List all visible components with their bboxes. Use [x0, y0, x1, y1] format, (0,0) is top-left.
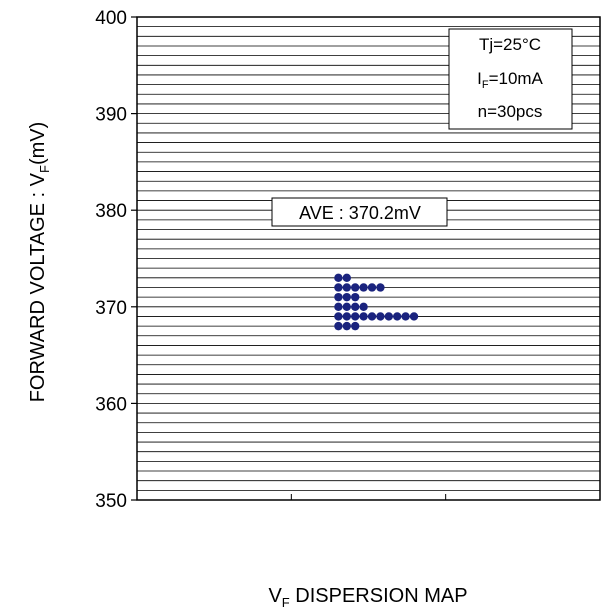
data-point	[351, 283, 360, 292]
data-point	[393, 312, 402, 321]
data-point	[376, 283, 385, 292]
data-point	[409, 312, 419, 321]
data-point	[342, 302, 352, 311]
data-point	[342, 273, 352, 283]
data-point	[351, 321, 360, 331]
data-point	[342, 283, 352, 292]
y-tick-label: 380	[95, 201, 127, 222]
data-point	[342, 312, 352, 321]
data-point	[351, 312, 360, 321]
y-tick-label: 390	[95, 105, 127, 126]
y-axis: 350 360 370 380 390 400	[95, 8, 137, 512]
data-points	[334, 273, 419, 331]
data-point	[334, 292, 343, 302]
data-point	[351, 302, 360, 311]
data-point	[334, 273, 343, 283]
data-point	[334, 312, 343, 321]
data-point	[359, 283, 368, 292]
x-axis-ticks	[290, 494, 447, 500]
data-point	[384, 312, 394, 321]
data-point	[367, 312, 377, 321]
x-axis-label: VF DISPERSION MAP	[268, 585, 467, 609]
y-tick-label: 370	[95, 298, 127, 319]
y-tick-label: 360	[95, 394, 127, 415]
y-tick-label: 400	[95, 8, 127, 29]
data-point	[342, 292, 352, 302]
plot-area	[136, 16, 601, 501]
condition-n: n=30pcs	[478, 102, 543, 121]
data-point	[342, 321, 352, 331]
average-label: AVE : 370.2mV	[299, 203, 421, 223]
data-point	[367, 283, 377, 292]
data-point	[376, 312, 385, 321]
condition-tj: Tj=25°C	[479, 35, 541, 54]
data-point	[334, 283, 343, 292]
data-point	[359, 312, 368, 321]
condition-if: IF=10mA	[477, 69, 543, 91]
data-point	[351, 292, 360, 302]
data-point	[401, 312, 410, 321]
data-point	[334, 302, 343, 311]
data-point	[334, 321, 343, 331]
y-axis-label: FORWARD VOLTAGE : VF(mV)	[27, 122, 52, 403]
conditions-box: Tj=25°C IF=10mA n=30pcs	[448, 28, 573, 130]
y-tick-label: 350	[95, 491, 127, 512]
data-point	[359, 302, 368, 311]
average-annotation: AVE : 370.2mV	[271, 197, 448, 227]
